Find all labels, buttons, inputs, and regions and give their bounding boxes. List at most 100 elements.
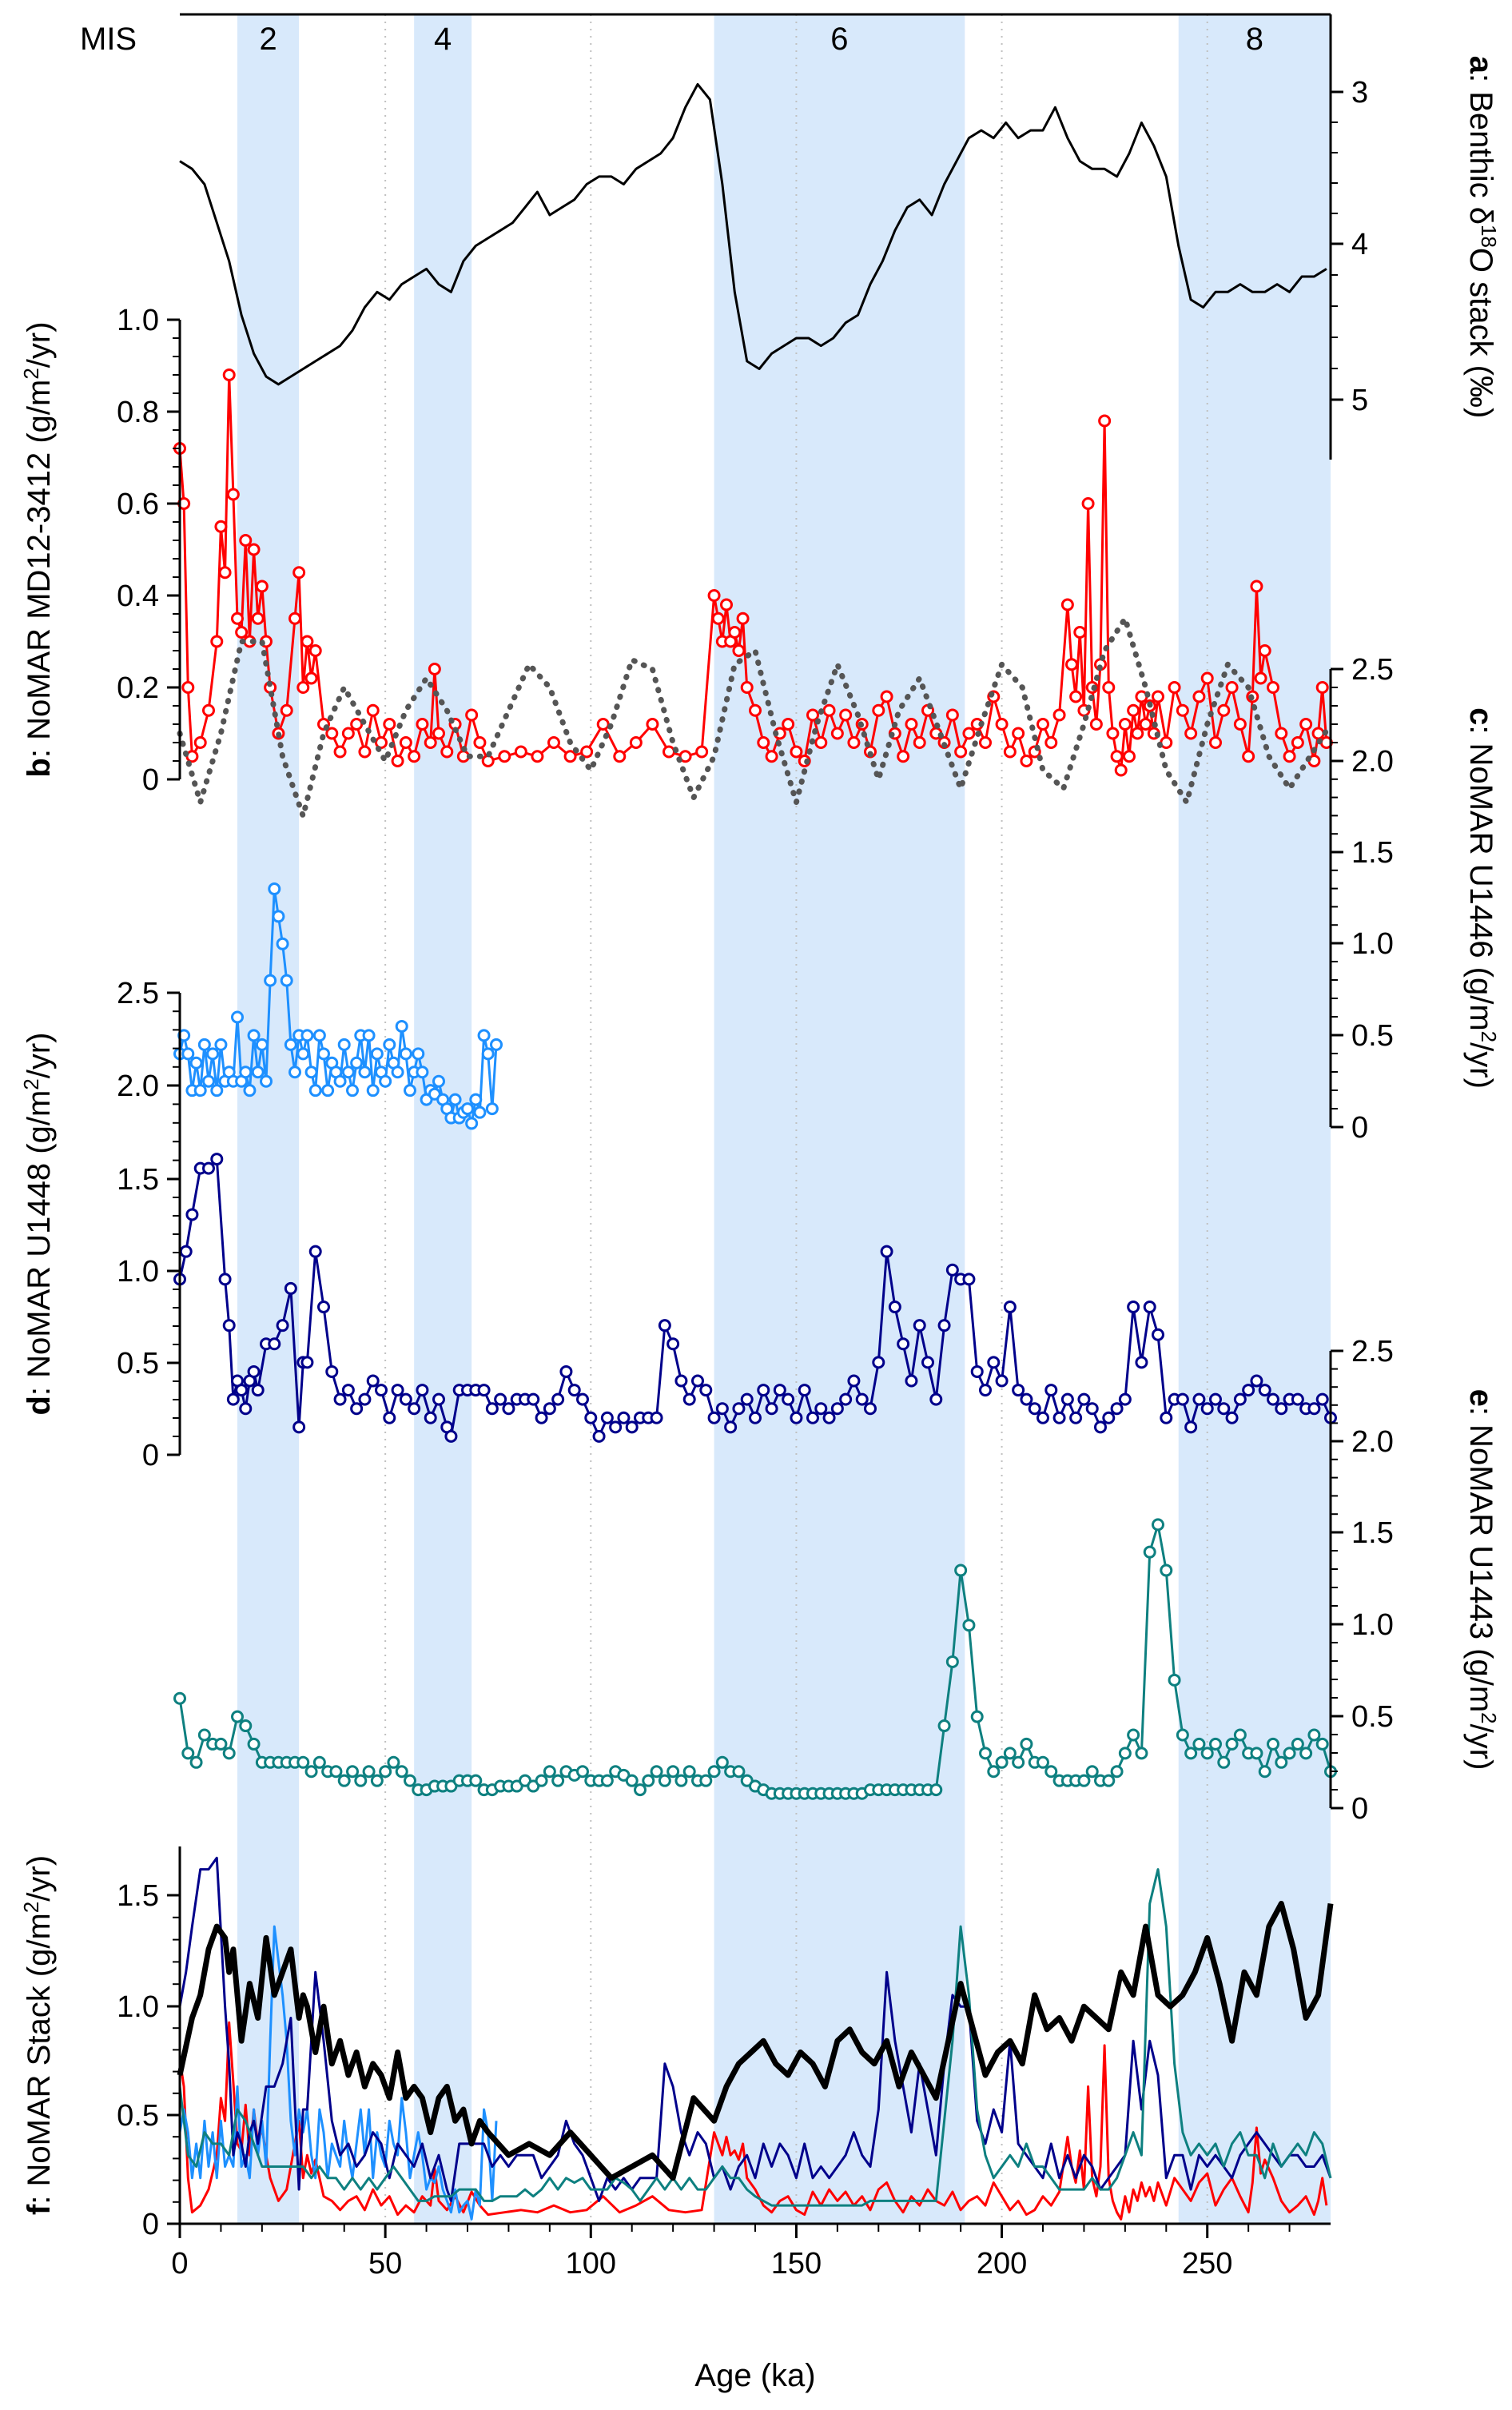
data-point <box>179 1245 193 1258</box>
data-point <box>1176 1728 1189 1742</box>
data-point <box>235 1384 249 1397</box>
data-point <box>1012 1384 1025 1397</box>
data-point <box>379 1765 392 1779</box>
data-point <box>1209 736 1222 749</box>
data-point <box>535 1411 548 1424</box>
data-point <box>1020 755 1033 767</box>
y-tick-label-e: 0.5 <box>1351 1700 1394 1734</box>
data-point <box>231 611 244 625</box>
y-tick-label-d: 2.0 <box>117 1070 159 1103</box>
data-point <box>412 1047 425 1061</box>
data-point <box>1315 1737 1329 1751</box>
data-point <box>1225 1411 1239 1424</box>
data-point <box>1060 1392 1074 1406</box>
data-point <box>1003 1747 1017 1760</box>
data-point <box>202 1161 215 1175</box>
data-point <box>1291 736 1304 749</box>
labels-layer: 2 4 6 8 MIS 3 4 5 a: Benthic δ18O stack (‰) 0 0.2 0… <box>19 22 1501 2393</box>
data-point <box>210 635 224 648</box>
x-tick-label: 0 <box>171 2247 188 2281</box>
data-point <box>596 718 610 731</box>
data-point <box>304 1765 318 1779</box>
data-point <box>1110 1402 1124 1416</box>
y-axis-title-e: e: NoMAR U1443 (g/m2/yr) <box>1463 1389 1501 1771</box>
data-point <box>333 1074 347 1088</box>
data-point <box>272 910 285 923</box>
data-point <box>432 1074 445 1088</box>
data-point <box>1060 598 1074 611</box>
data-point <box>312 1755 326 1769</box>
data-point <box>341 1066 355 1079</box>
data-point <box>979 1384 992 1397</box>
data-point <box>288 611 301 625</box>
data-point <box>296 1047 310 1061</box>
data-point <box>379 1074 392 1088</box>
data-point <box>193 736 207 749</box>
mis-stage-label: 2 <box>259 22 277 57</box>
data-point <box>1085 1402 1099 1416</box>
data-point <box>995 718 1009 731</box>
data-point <box>247 1029 261 1042</box>
data-point <box>432 727 445 740</box>
data-point <box>337 1774 351 1787</box>
data-point <box>987 1765 1001 1779</box>
data-point <box>197 1728 211 1742</box>
mis-band-2 <box>237 14 300 2224</box>
data-point <box>806 708 819 722</box>
data-point <box>288 1066 301 1079</box>
data-point <box>231 1710 244 1723</box>
y-tick-label-e: 2.0 <box>1351 1425 1394 1459</box>
data-point <box>1139 718 1152 731</box>
data-point <box>218 1273 232 1286</box>
data-point <box>995 1374 1009 1388</box>
data-point <box>1160 1564 1173 1577</box>
data-point <box>839 1392 853 1406</box>
y-tick-label-d: 0.5 <box>117 1347 159 1380</box>
data-point <box>300 1029 314 1042</box>
data-point <box>416 718 429 731</box>
data-point <box>444 1429 458 1443</box>
data-point <box>247 1737 261 1751</box>
data-point <box>1258 1384 1271 1397</box>
data-point <box>913 1319 926 1332</box>
y-tick-label-b: 1.0 <box>117 304 159 337</box>
data-point <box>584 1411 598 1424</box>
data-point <box>1225 681 1239 694</box>
data-point <box>350 1402 364 1416</box>
data-point <box>954 745 968 759</box>
data-point <box>609 1420 623 1434</box>
data-point <box>1003 745 1017 759</box>
data-point <box>370 1047 384 1061</box>
data-point <box>1044 1384 1058 1397</box>
data-point <box>181 681 195 694</box>
data-point <box>1135 1747 1148 1760</box>
data-point <box>551 1392 565 1406</box>
data-point <box>1200 1747 1214 1760</box>
y-axis-title-c: c: NoMAR U1446 (g/m2/yr) <box>1463 707 1501 1089</box>
data-point <box>268 882 281 896</box>
x-tick-label: 100 <box>566 2247 616 2281</box>
y-tick-label-c: 1.5 <box>1351 836 1394 870</box>
data-point <box>1192 690 1206 703</box>
data-point <box>551 1774 565 1787</box>
data-point <box>280 703 293 717</box>
data-point <box>600 1774 614 1787</box>
data-point <box>625 1774 639 1787</box>
data-point <box>251 1384 265 1397</box>
y-tick-label-e: 1.0 <box>1351 1608 1394 1642</box>
data-point <box>399 1392 412 1406</box>
data-point <box>1176 703 1189 717</box>
data-point <box>226 488 240 501</box>
data-point <box>416 1384 429 1397</box>
data-point <box>366 1374 380 1388</box>
y-tick-label-b: 0.8 <box>117 396 159 429</box>
data-point <box>864 1402 877 1416</box>
data-point <box>222 1747 236 1760</box>
data-point <box>625 1420 639 1434</box>
data-point <box>284 1038 297 1051</box>
data-point <box>847 1374 861 1388</box>
data-point <box>563 750 577 763</box>
data-point <box>1192 1392 1206 1406</box>
data-point <box>543 1765 556 1779</box>
data-point <box>1160 1411 1173 1424</box>
